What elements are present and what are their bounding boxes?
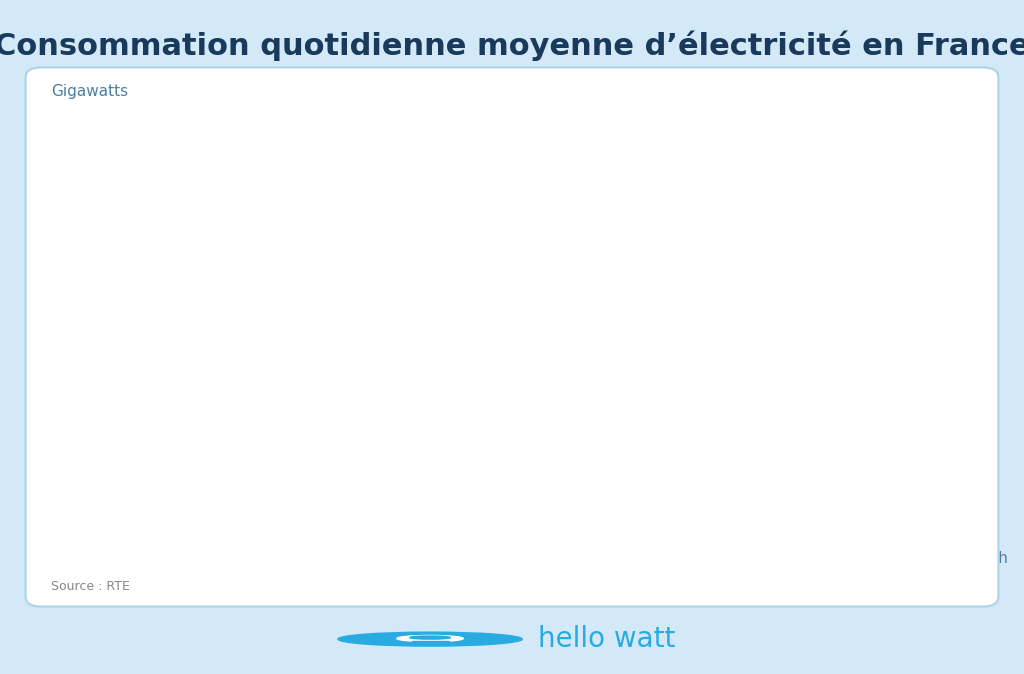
Text: Source : RTE: Source : RTE	[51, 580, 130, 593]
Ellipse shape	[397, 636, 463, 642]
Circle shape	[338, 632, 522, 646]
Text: Consommation quotidienne moyenne d’électricité en France: Consommation quotidienne moyenne d’élect…	[0, 30, 1024, 61]
Circle shape	[410, 636, 451, 639]
Bar	[412, 641, 449, 643]
Text: Gigawatts: Gigawatts	[51, 84, 128, 99]
Text: hello watt: hello watt	[538, 625, 675, 653]
